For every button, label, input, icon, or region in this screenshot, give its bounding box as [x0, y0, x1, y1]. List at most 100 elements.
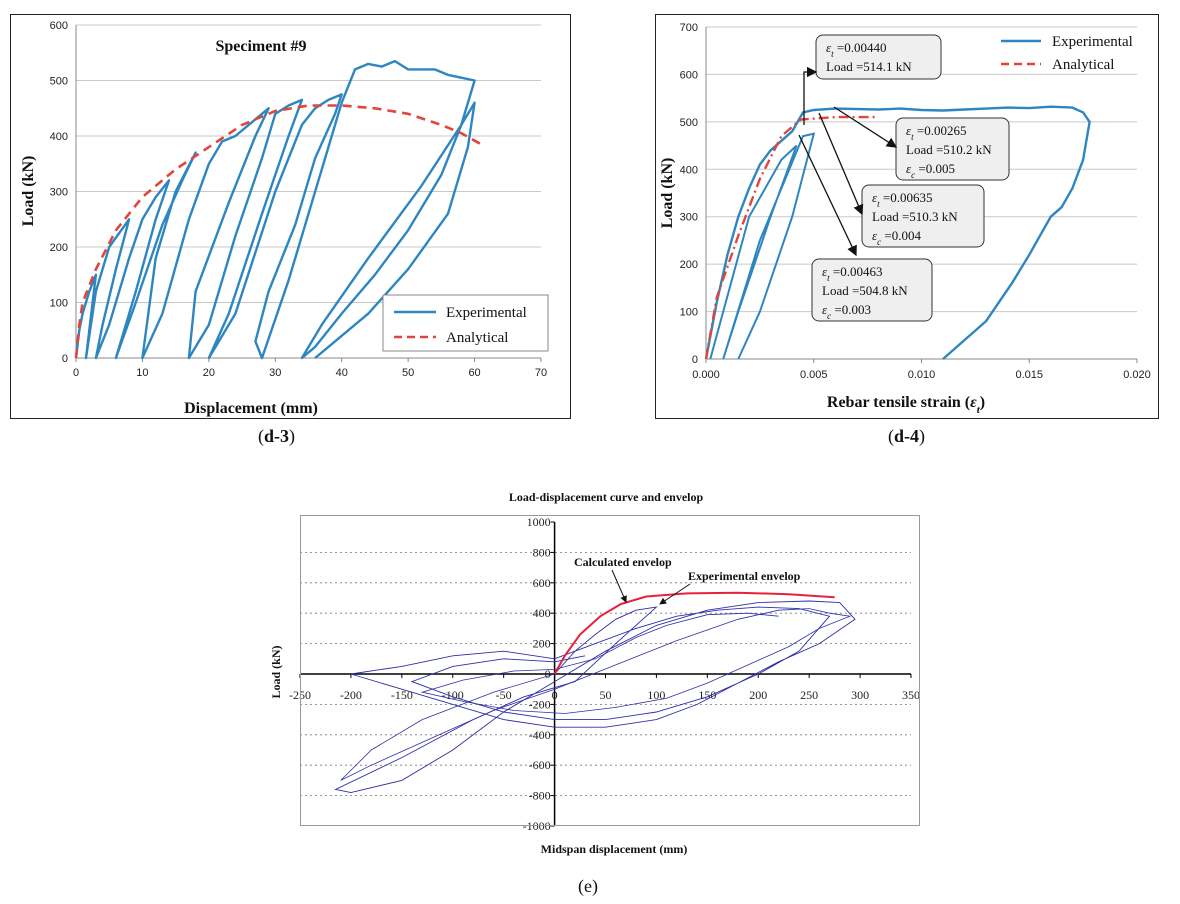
load-prefix: Load = — [822, 283, 859, 298]
eps-eq: = — [831, 302, 842, 317]
chart-d3-frame: 0 100 200 300 400 500 600 0 10 20 30 40 50 60 70 Specim… — [10, 14, 571, 419]
annotation-eps-t: εt =0.00440 — [826, 40, 886, 59]
y-axis-title: Load (kN) — [269, 645, 283, 698]
annotation-eps-t: εt =0.00463 — [822, 264, 882, 283]
chart-title: Load-displacement curve and envelop — [509, 490, 704, 504]
load-prefix: Load = — [826, 59, 863, 74]
x-axis-title-sym: ε — [970, 394, 977, 411]
annotation-load: Load =510.3 kN — [872, 209, 958, 224]
x-tick-label: 40 — [336, 367, 348, 379]
chart-d3: 0 100 200 300 400 500 600 0 10 20 30 40 50 60 70 Specim… — [20, 20, 549, 417]
eps-eq: = — [914, 123, 925, 138]
y-tick-label: 600 — [680, 69, 698, 81]
eps-value: 0.00440 — [844, 40, 886, 55]
x-axis-title-main: Rebar tensile strain ( — [827, 394, 970, 411]
series-experimental — [704, 105, 1091, 360]
y-tick-label: 100 — [50, 298, 68, 310]
annotation-load: Load =514.1 kN — [826, 59, 912, 74]
y-axis-title: Load (kN) — [20, 156, 37, 227]
legend-label-experimental: Experimental — [1052, 34, 1133, 50]
eps-eq: = — [830, 264, 841, 279]
x-axis-title-sub: t — [977, 404, 981, 416]
annotation-arrow — [803, 66, 818, 125]
x-tick-label: 0 — [73, 367, 79, 379]
x-axis-title-close: ) — [980, 394, 985, 411]
eps-symbol: ε — [822, 302, 828, 317]
chart-d4: 0 100 200 300 400 500 600 700 0.000 0.005 0.010 0.0… — [659, 22, 1151, 416]
eps-value: 0.004 — [892, 228, 922, 243]
caption-d3: (d-3) — [258, 426, 296, 446]
x-tick-label: 20 — [203, 367, 215, 379]
eps-symbol: ε — [822, 264, 828, 279]
legend-label-experimental: Experimental — [446, 305, 527, 321]
eps-sub: c — [911, 170, 915, 180]
annotation-box — [861, 184, 985, 248]
legend-label-analytical: Analytical — [1052, 57, 1114, 73]
y-tick-label: 400 — [50, 131, 68, 143]
x-tick-label: 30 — [269, 367, 281, 379]
eps-value: 0.00635 — [890, 190, 932, 205]
y-tick-label: 400 — [680, 164, 698, 176]
annotation-eps-t: εt =0.00265 — [906, 123, 966, 142]
annotation-arrow — [818, 112, 864, 216]
eps-symbol: ε — [906, 123, 912, 138]
eps-eq: = — [881, 228, 892, 243]
legend-box — [382, 294, 549, 352]
y-tick-label: 0 — [62, 353, 68, 365]
y-tick-label: 300 — [50, 187, 68, 199]
annotation-box — [811, 258, 933, 322]
y-tick-label: 200 — [50, 242, 68, 254]
eps-sub: t — [877, 199, 880, 209]
y-tick-label: 200 — [680, 259, 698, 271]
y-tick-label: 0 — [692, 354, 698, 366]
eps-sub: t — [911, 132, 914, 142]
annotation-eps-c: εc =0.003 — [822, 302, 871, 321]
annotation-load: Load =504.8 kN — [822, 283, 908, 298]
y-tick-label: 300 — [680, 212, 698, 224]
annotation-eps-c: εc =0.005 — [906, 161, 955, 180]
x-tick-label: 0.005 — [800, 369, 828, 381]
series-experimental — [74, 59, 476, 360]
annotation-arrow — [833, 106, 898, 148]
load-value: 510.2 kN — [943, 142, 992, 157]
eps-symbol: ε — [826, 40, 832, 55]
eps-value: 0.00265 — [924, 123, 966, 138]
eps-value: 0.003 — [842, 302, 871, 317]
eps-symbol: ε — [872, 190, 878, 205]
x-tick-label: 0.015 — [1015, 369, 1043, 381]
eps-sub: c — [827, 311, 831, 321]
x-tick-label: 70 — [535, 367, 547, 379]
x-axis-title: Midspan displacement (mm) — [541, 842, 688, 856]
x-tick-label: 60 — [468, 367, 480, 379]
annotation-eps-c: εc =0.004 — [872, 228, 921, 247]
chart-title: Speciment #9 — [215, 38, 306, 55]
legend: Experimental Analytical — [382, 294, 549, 352]
annotation-arrow — [798, 134, 857, 257]
eps-symbol: ε — [872, 228, 878, 243]
x-axis-title: Rebar tensile strain (εt) — [827, 394, 985, 416]
x-tick-label: 0.010 — [908, 369, 936, 381]
y-tick-label: 500 — [50, 76, 68, 88]
legend-label-analytical: Analytical — [446, 330, 508, 346]
eps-sub: c — [877, 237, 881, 247]
annotation-load: Load =510.2 kN — [906, 142, 992, 157]
eps-value: 0.00463 — [840, 264, 882, 279]
eps-eq: = — [915, 161, 926, 176]
series-experimental-loops — [709, 132, 816, 360]
y-tick-label: 600 — [50, 20, 68, 32]
series-analytical — [74, 104, 482, 359]
caption-d4: (d-4) — [888, 426, 926, 446]
legend: Experimental Analytical — [1001, 34, 1133, 73]
eps-sub: t — [831, 49, 834, 59]
caption-e: (e) — [578, 876, 598, 896]
annotation-box — [895, 117, 1010, 181]
x-tick-label: 50 — [402, 367, 414, 379]
eps-sub: t — [827, 273, 830, 283]
y-tick-label: 500 — [680, 117, 698, 129]
x-tick-label: 0.020 — [1123, 369, 1151, 381]
annotation-eps-t: εt =0.00635 — [872, 190, 932, 209]
